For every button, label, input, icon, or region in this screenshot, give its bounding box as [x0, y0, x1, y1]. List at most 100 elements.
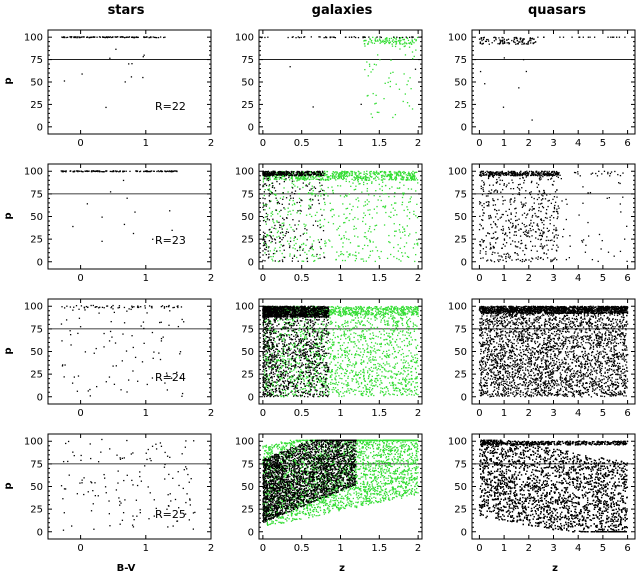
green-point	[346, 216, 348, 219]
data-point	[531, 214, 534, 217]
green-point	[305, 173, 308, 175]
green-point	[402, 178, 405, 180]
green-point	[366, 237, 368, 240]
green-point	[397, 171, 400, 173]
black-point	[360, 103, 362, 105]
data-point	[529, 192, 531, 194]
black-point	[313, 173, 316, 175]
green-point	[350, 170, 352, 173]
black-point	[309, 174, 312, 177]
data-point	[520, 171, 522, 173]
green-point	[394, 173, 396, 175]
green-point	[276, 199, 278, 202]
green-point	[394, 363, 397, 365]
data-point	[503, 238, 506, 240]
data-point	[537, 36, 539, 38]
points	[478, 36, 626, 121]
data-point	[537, 256, 539, 258]
data-point	[496, 237, 498, 240]
green-point	[352, 311, 355, 313]
green-point	[292, 209, 294, 212]
black-point	[265, 242, 267, 245]
data-point	[552, 211, 555, 213]
black-point	[279, 171, 282, 174]
data-point	[61, 36, 63, 38]
green-point	[327, 186, 329, 189]
green-point	[271, 391, 273, 393]
green-point	[412, 57, 414, 60]
green-point	[415, 215, 417, 217]
data-point	[546, 244, 548, 246]
green-point	[320, 192, 322, 195]
green-point	[368, 63, 371, 65]
green-point	[263, 369, 266, 371]
black-point	[267, 173, 269, 175]
green-point	[353, 308, 355, 310]
green-point	[410, 371, 412, 373]
black-point	[266, 178, 268, 180]
data-point	[557, 212, 559, 215]
green-point	[404, 45, 406, 47]
green-point	[374, 103, 376, 105]
green-point	[320, 179, 322, 181]
green-point	[342, 171, 344, 173]
data-point	[521, 187, 523, 189]
green-point	[355, 198, 357, 201]
green-point	[270, 200, 272, 202]
black-point	[310, 207, 312, 209]
y-tick-label: 100	[24, 167, 43, 178]
green-point	[392, 116, 394, 119]
green-point	[353, 176, 356, 178]
data-point	[117, 36, 119, 38]
black-point	[262, 172, 264, 174]
black-point	[401, 36, 404, 39]
data-point	[168, 170, 171, 172]
data-point	[554, 204, 556, 207]
green-point	[388, 215, 390, 218]
green-point	[336, 229, 338, 231]
data-point	[154, 36, 157, 39]
green-point	[403, 43, 405, 45]
green-point	[345, 180, 347, 182]
data-point	[553, 228, 555, 231]
black-point	[279, 224, 281, 226]
black-point	[311, 204, 313, 206]
black-point	[262, 197, 264, 199]
green-point	[410, 308, 412, 310]
green-point	[389, 41, 391, 43]
green-point	[366, 187, 369, 190]
data-point	[531, 225, 534, 227]
data-point	[490, 223, 492, 226]
data-point	[121, 360, 123, 362]
black-point	[281, 174, 283, 176]
green-point	[317, 328, 319, 331]
green-point	[268, 207, 271, 209]
green-point	[291, 204, 294, 206]
data-point	[493, 236, 495, 239]
data-point	[492, 204, 494, 206]
data-point	[65, 170, 67, 172]
data-point	[506, 235, 508, 237]
black-point	[290, 172, 292, 175]
black-point	[294, 224, 296, 226]
green-point	[404, 230, 406, 232]
data-point	[164, 36, 166, 38]
black-point	[274, 239, 277, 241]
data-point	[90, 304, 92, 307]
data-point	[514, 173, 517, 175]
green-point	[411, 39, 413, 41]
data-point	[530, 170, 533, 173]
green-point	[391, 305, 393, 308]
axes-frame	[47, 163, 212, 270]
green-point	[397, 175, 400, 177]
green-point	[335, 383, 337, 385]
data-point	[581, 241, 584, 243]
green-point	[412, 380, 414, 383]
data-point	[511, 226, 513, 228]
green-point	[375, 37, 377, 39]
black-point	[313, 171, 315, 173]
green-point	[348, 353, 350, 355]
green-point	[394, 311, 396, 314]
green-point	[367, 309, 369, 311]
data-point	[481, 172, 484, 174]
